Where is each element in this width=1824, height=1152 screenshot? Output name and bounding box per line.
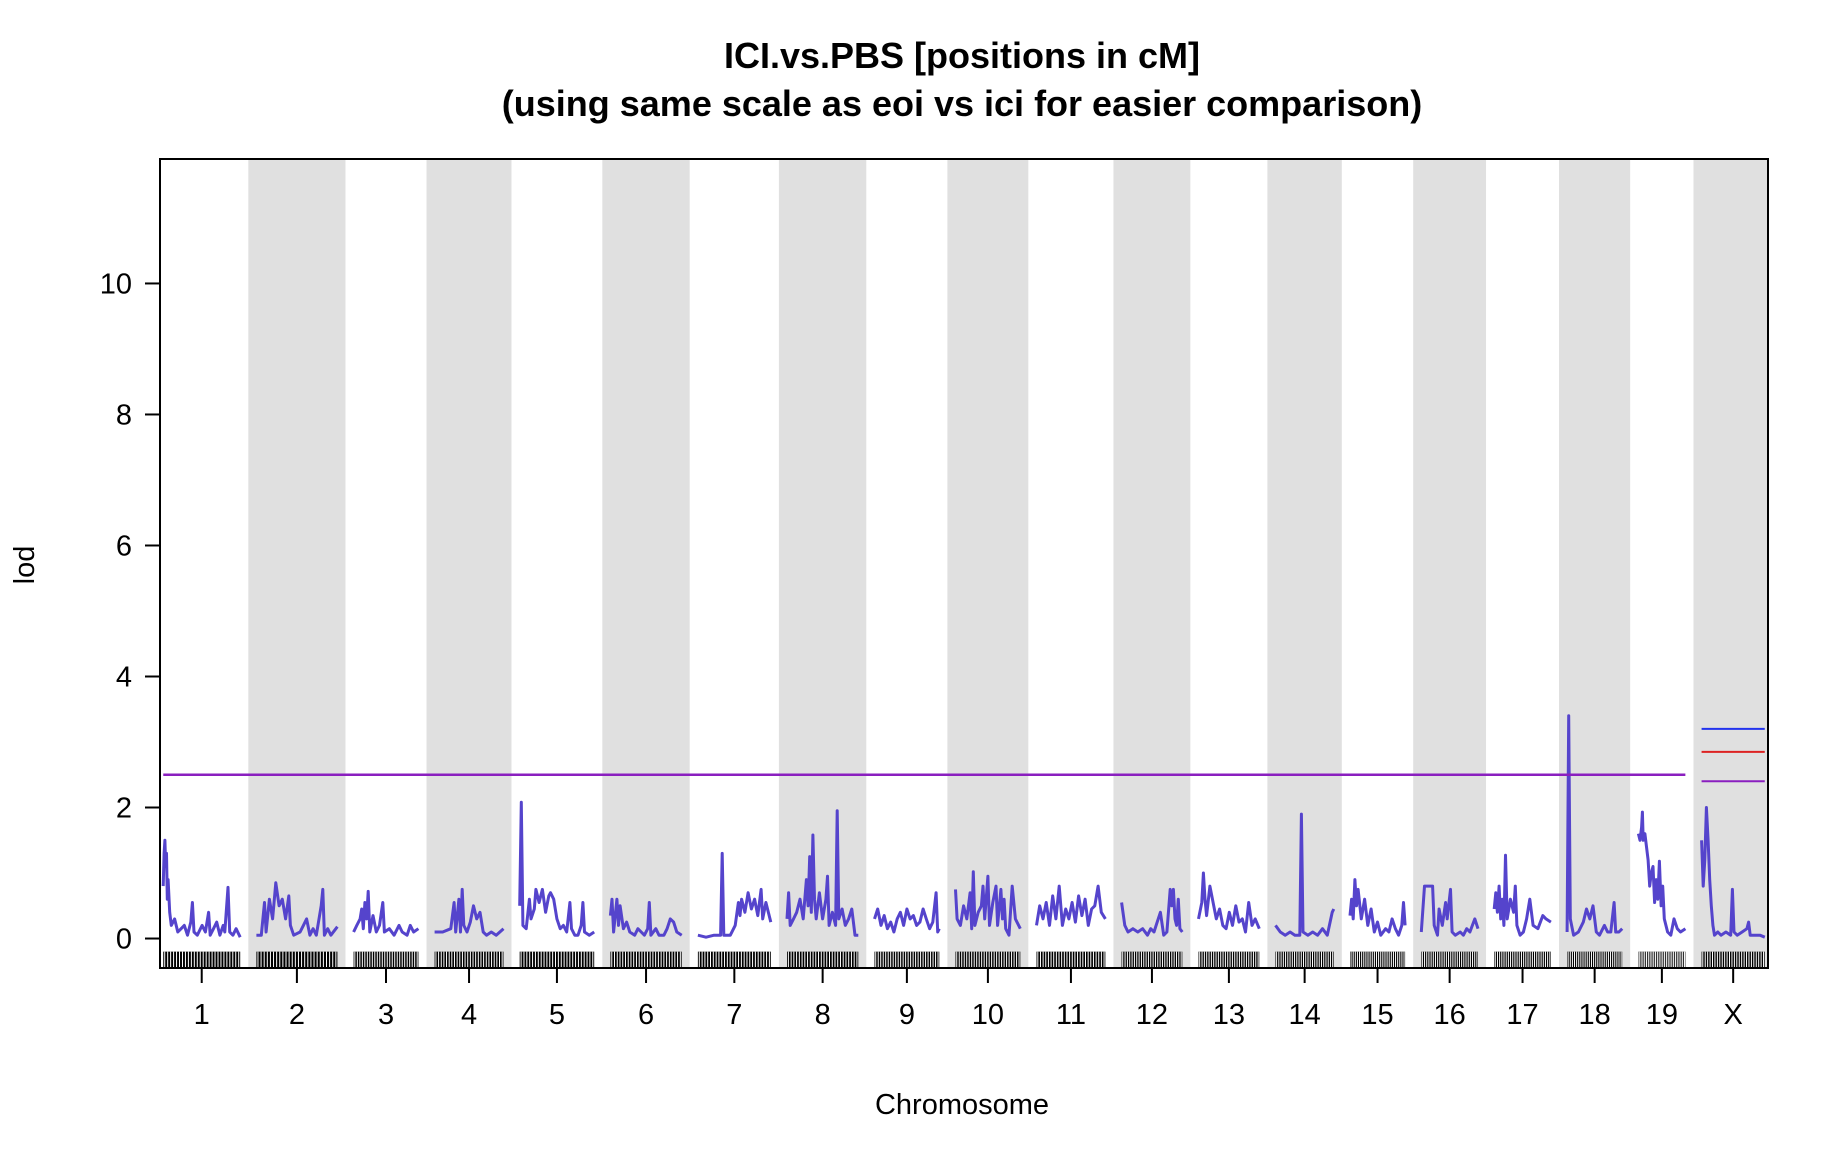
y-tick-label-4: 4 [116, 661, 132, 693]
threshold-lines [163, 727, 1765, 783]
chromosome-bands [160, 159, 1768, 968]
y-tick-label-0: 0 [116, 924, 132, 956]
chromosome-band-6 [602, 159, 690, 968]
chromosome-band-14 [1267, 159, 1342, 968]
marker-rug-chr-17 [1494, 951, 1551, 968]
marker-rug-chr-16 [1421, 951, 1478, 968]
x-tick-label-10: 10 [972, 999, 1004, 1031]
lod-curve-chr-19 [1636, 810, 1687, 937]
lod-curve-chr-2 [256, 881, 339, 937]
x-tick-label-14: 14 [1289, 999, 1321, 1031]
chromosome-band-7 [689, 159, 779, 968]
lod-curve-chr-9 [873, 891, 941, 934]
x-tick-label-17: 17 [1506, 999, 1538, 1031]
x-tick-label-1: 1 [194, 999, 210, 1031]
y-axis-label: lod [9, 546, 41, 585]
chromosome-band-3 [345, 159, 427, 968]
marker-rug-chr-19 [1638, 951, 1686, 968]
lod-curve-chr-3 [352, 889, 420, 937]
chromosome-band-15 [1341, 159, 1414, 968]
lod-curve-chr-12 [1120, 887, 1184, 937]
lod-curve-chr-4 [434, 887, 505, 937]
y-tick-label-8: 8 [116, 399, 132, 431]
marker-rug-chr-7 [697, 951, 771, 968]
marker-rug-chr-12 [1121, 951, 1183, 968]
marker-rug-chr-10 [955, 951, 1021, 968]
marker-rug-chr-13 [1198, 951, 1260, 968]
lod-curve-chr-13 [1197, 871, 1261, 934]
lod-curve-chr-18 [1565, 714, 1624, 937]
x-tick-label-4: 4 [461, 999, 477, 1031]
plot-frame [159, 158, 1769, 969]
marker-rug-chr-5 [519, 951, 595, 968]
chromosome-band-8 [778, 159, 867, 968]
chromosome-band-2 [248, 159, 346, 968]
marker-rug-chr-14 [1275, 951, 1334, 968]
lod-curve-chr-11 [1035, 884, 1107, 927]
chromosome-band-17 [1486, 159, 1560, 968]
lod-curve-chr-X [1700, 806, 1766, 939]
marker-rug-chr-8 [786, 951, 859, 968]
x-tick-label-19: 19 [1646, 999, 1678, 1031]
marker-rug-chr-9 [874, 951, 940, 968]
lod-curves [161, 714, 1766, 939]
x-tick-label-2: 2 [289, 999, 305, 1031]
y-tick-label-2: 2 [116, 793, 132, 825]
x-tick-label-9: 9 [899, 999, 915, 1031]
marker-rug [163, 951, 1765, 968]
marker-rug-chr-3 [353, 951, 419, 968]
x-tick-label-3: 3 [378, 999, 394, 1031]
lod-curve-chr-7 [697, 851, 773, 939]
lod-curve-chr-16 [1419, 884, 1480, 937]
lod-curve-chr-1 [161, 838, 242, 938]
chromosome-band-1 [160, 159, 249, 968]
chromosome-band-9 [866, 159, 948, 968]
lod-curve-chr-15 [1348, 878, 1407, 937]
marker-rug-chr-2 [256, 951, 338, 968]
y-tick-label-10: 10 [100, 268, 132, 300]
x-tick-label-5: 5 [549, 999, 565, 1031]
y-axis: 0 2 4 6 8 10 [100, 268, 160, 956]
lod-curve-chr-5 [518, 800, 596, 937]
marker-rug-chr-6 [610, 951, 682, 968]
x-tick-label-8: 8 [815, 999, 831, 1031]
marker-rug-chr-18 [1567, 951, 1623, 968]
x-axis: 1 2 3 4 5 6 7 8 9 10 11 12 13 14 15 16 17 18 19 X [194, 968, 1743, 1031]
marker-rug-chr-4 [434, 951, 504, 968]
x-tick-label-18: 18 [1579, 999, 1611, 1031]
chromosome-band-4 [426, 159, 512, 968]
x-tick-label-11: 11 [1056, 999, 1086, 1031]
chromosome-band-12 [1113, 159, 1191, 968]
lod-curve-chr-14 [1274, 812, 1336, 937]
lod-curve-chr-8 [785, 809, 859, 937]
marker-rug-chr-X [1701, 951, 1765, 968]
x-tick-label-7: 7 [726, 999, 742, 1031]
marker-rug-chr-1 [163, 951, 241, 968]
lod-curve-chr-6 [608, 897, 683, 937]
x-tick-label-6: 6 [638, 999, 654, 1031]
chart-title: ICI.vs.PBS [positions in cM] [724, 35, 1200, 76]
lod-curve-chr-10 [954, 870, 1022, 937]
marker-rug-chr-15 [1350, 951, 1406, 968]
chromosome-band-19 [1630, 159, 1694, 968]
x-tick-label-16: 16 [1434, 999, 1466, 1031]
chart-subtitle: (using same scale as eoi vs ici for easi… [502, 83, 1422, 124]
x-tick-label-X: X [1723, 999, 1742, 1031]
x-tick-label-13: 13 [1213, 999, 1245, 1031]
chromosome-band-10 [947, 159, 1029, 968]
chromosome-band-16 [1413, 159, 1487, 968]
chromosome-band-13 [1190, 159, 1268, 968]
y-tick-label-6: 6 [116, 530, 132, 562]
lod-curve-chr-17 [1492, 853, 1552, 937]
marker-rug-chr-11 [1036, 951, 1106, 968]
x-tick-label-15: 15 [1361, 999, 1393, 1031]
x-axis-label: Chromosome [875, 1089, 1049, 1121]
chromosome-band-11 [1028, 159, 1114, 968]
x-tick-label-12: 12 [1136, 999, 1168, 1031]
chromosome-band-5 [511, 159, 603, 968]
